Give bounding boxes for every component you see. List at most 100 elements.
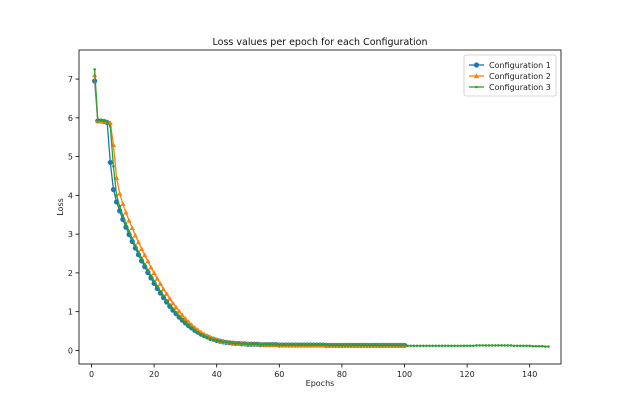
legend-entry-3: Configuration 3: [469, 83, 551, 92]
series-3-point: [497, 344, 500, 347]
legend-entry-2: Configuration 2: [469, 72, 551, 81]
series-3-point: [134, 244, 137, 247]
series-2-point: [123, 209, 129, 215]
series-3-point: [165, 299, 168, 302]
series-3-point: [356, 344, 359, 347]
series-3-point: [140, 256, 143, 260]
series-3-point: [199, 332, 203, 336]
y-tick-label: 0: [68, 346, 73, 355]
series-3-point: [531, 344, 535, 348]
series-3-point: [400, 344, 403, 347]
series-3-point: [440, 344, 444, 348]
series-3-point: [487, 344, 491, 347]
series-3-point: [493, 344, 497, 347]
x-tick-label: 40: [212, 370, 222, 379]
series-3-point: [162, 294, 165, 298]
series-3-point: [321, 343, 325, 347]
series-2-point: [126, 217, 132, 223]
series-3-point: [318, 343, 322, 347]
series-2-point: [129, 225, 135, 231]
chart-title: Loss values per epoch for each Configura…: [213, 37, 428, 48]
series-3-point: [544, 345, 547, 348]
series-3-point: [206, 335, 209, 339]
series-3-point: [102, 119, 106, 123]
series-2-point: [120, 201, 126, 206]
series-1-point: [110, 186, 117, 193]
series-3-point: [425, 344, 428, 348]
series-3-point: [346, 344, 350, 347]
series-2-point: [151, 270, 157, 275]
series-3-point: [99, 119, 103, 122]
series-3-point: [390, 344, 394, 347]
series-2-point: [170, 300, 176, 306]
series-3-point: [478, 344, 481, 347]
series-3-point: [324, 343, 328, 347]
series-2-point: [167, 295, 173, 301]
series-3-point: [168, 303, 172, 306]
series-3-point: [315, 343, 319, 347]
x-axis: 0 20 40 60 80 100 120 140: [89, 364, 537, 379]
series-3-point: [359, 344, 362, 347]
y-tick-label: 3: [68, 230, 73, 239]
x-tick-label: 140: [522, 370, 537, 379]
series-3-point: [506, 344, 510, 347]
series-3-point: [243, 342, 247, 346]
series-3-point: [393, 344, 397, 347]
series-2-point: [135, 239, 142, 245]
series-3-point: [468, 344, 472, 348]
series-3-point: [349, 344, 353, 347]
series-3-point: [218, 339, 222, 343]
series-3-point: [299, 343, 303, 347]
series-2-point: [173, 304, 179, 310]
series-3-point: [180, 318, 184, 321]
series-3-point: [146, 268, 150, 272]
series-3-point: [240, 342, 244, 346]
legend-label: Configuration 1: [489, 61, 551, 70]
series-3-point: [328, 344, 331, 347]
series-3-point: [512, 344, 516, 348]
series-3-point: [265, 343, 269, 346]
y-tick-label: 6: [68, 114, 73, 123]
series-3-point: [187, 323, 190, 327]
series-3-point: [193, 328, 197, 332]
series-3-point: [371, 344, 375, 347]
series-3-point: [209, 337, 212, 340]
series-3-point: [337, 344, 341, 347]
y-tick-label: 4: [68, 191, 73, 200]
series-3-point: [406, 344, 409, 348]
series-3-point: [431, 344, 434, 348]
series-3-point: [224, 340, 228, 344]
legend-marker-point: [473, 73, 480, 79]
series-3-point: [331, 344, 334, 347]
x-axis-label: Epochs: [306, 379, 335, 388]
series-3-point: [112, 164, 115, 168]
series-3-point: [227, 341, 231, 344]
series-3: [93, 68, 550, 348]
series-3-point: [384, 344, 388, 347]
series-2-point: [179, 312, 185, 318]
series-3-point: [403, 344, 406, 347]
series-3-point: [137, 250, 140, 254]
series-2-point: [132, 232, 138, 238]
series-3-point: [306, 343, 309, 347]
series-3-point: [509, 344, 513, 347]
series-3-point: [121, 214, 125, 217]
legend-label: Configuration 2: [489, 72, 551, 81]
series-3-point: [475, 344, 478, 347]
x-tick-label: 100: [397, 370, 412, 379]
series-3-point: [259, 343, 262, 346]
series-3-point: [503, 344, 506, 347]
series-3-point: [290, 343, 294, 347]
series-2-point: [182, 316, 189, 321]
series-3-point: [375, 344, 378, 347]
series-3-point: [174, 311, 178, 314]
series-layer: [92, 68, 550, 348]
x-tick-label: 80: [337, 370, 347, 379]
series-3-point: [115, 194, 118, 197]
series-3-point: [249, 342, 253, 346]
series-3-point: [362, 344, 366, 347]
y-tick-label: 5: [68, 153, 73, 162]
series-3-point: [387, 344, 391, 347]
legend-marker-point: [475, 85, 478, 89]
series-3-point: [196, 330, 200, 334]
